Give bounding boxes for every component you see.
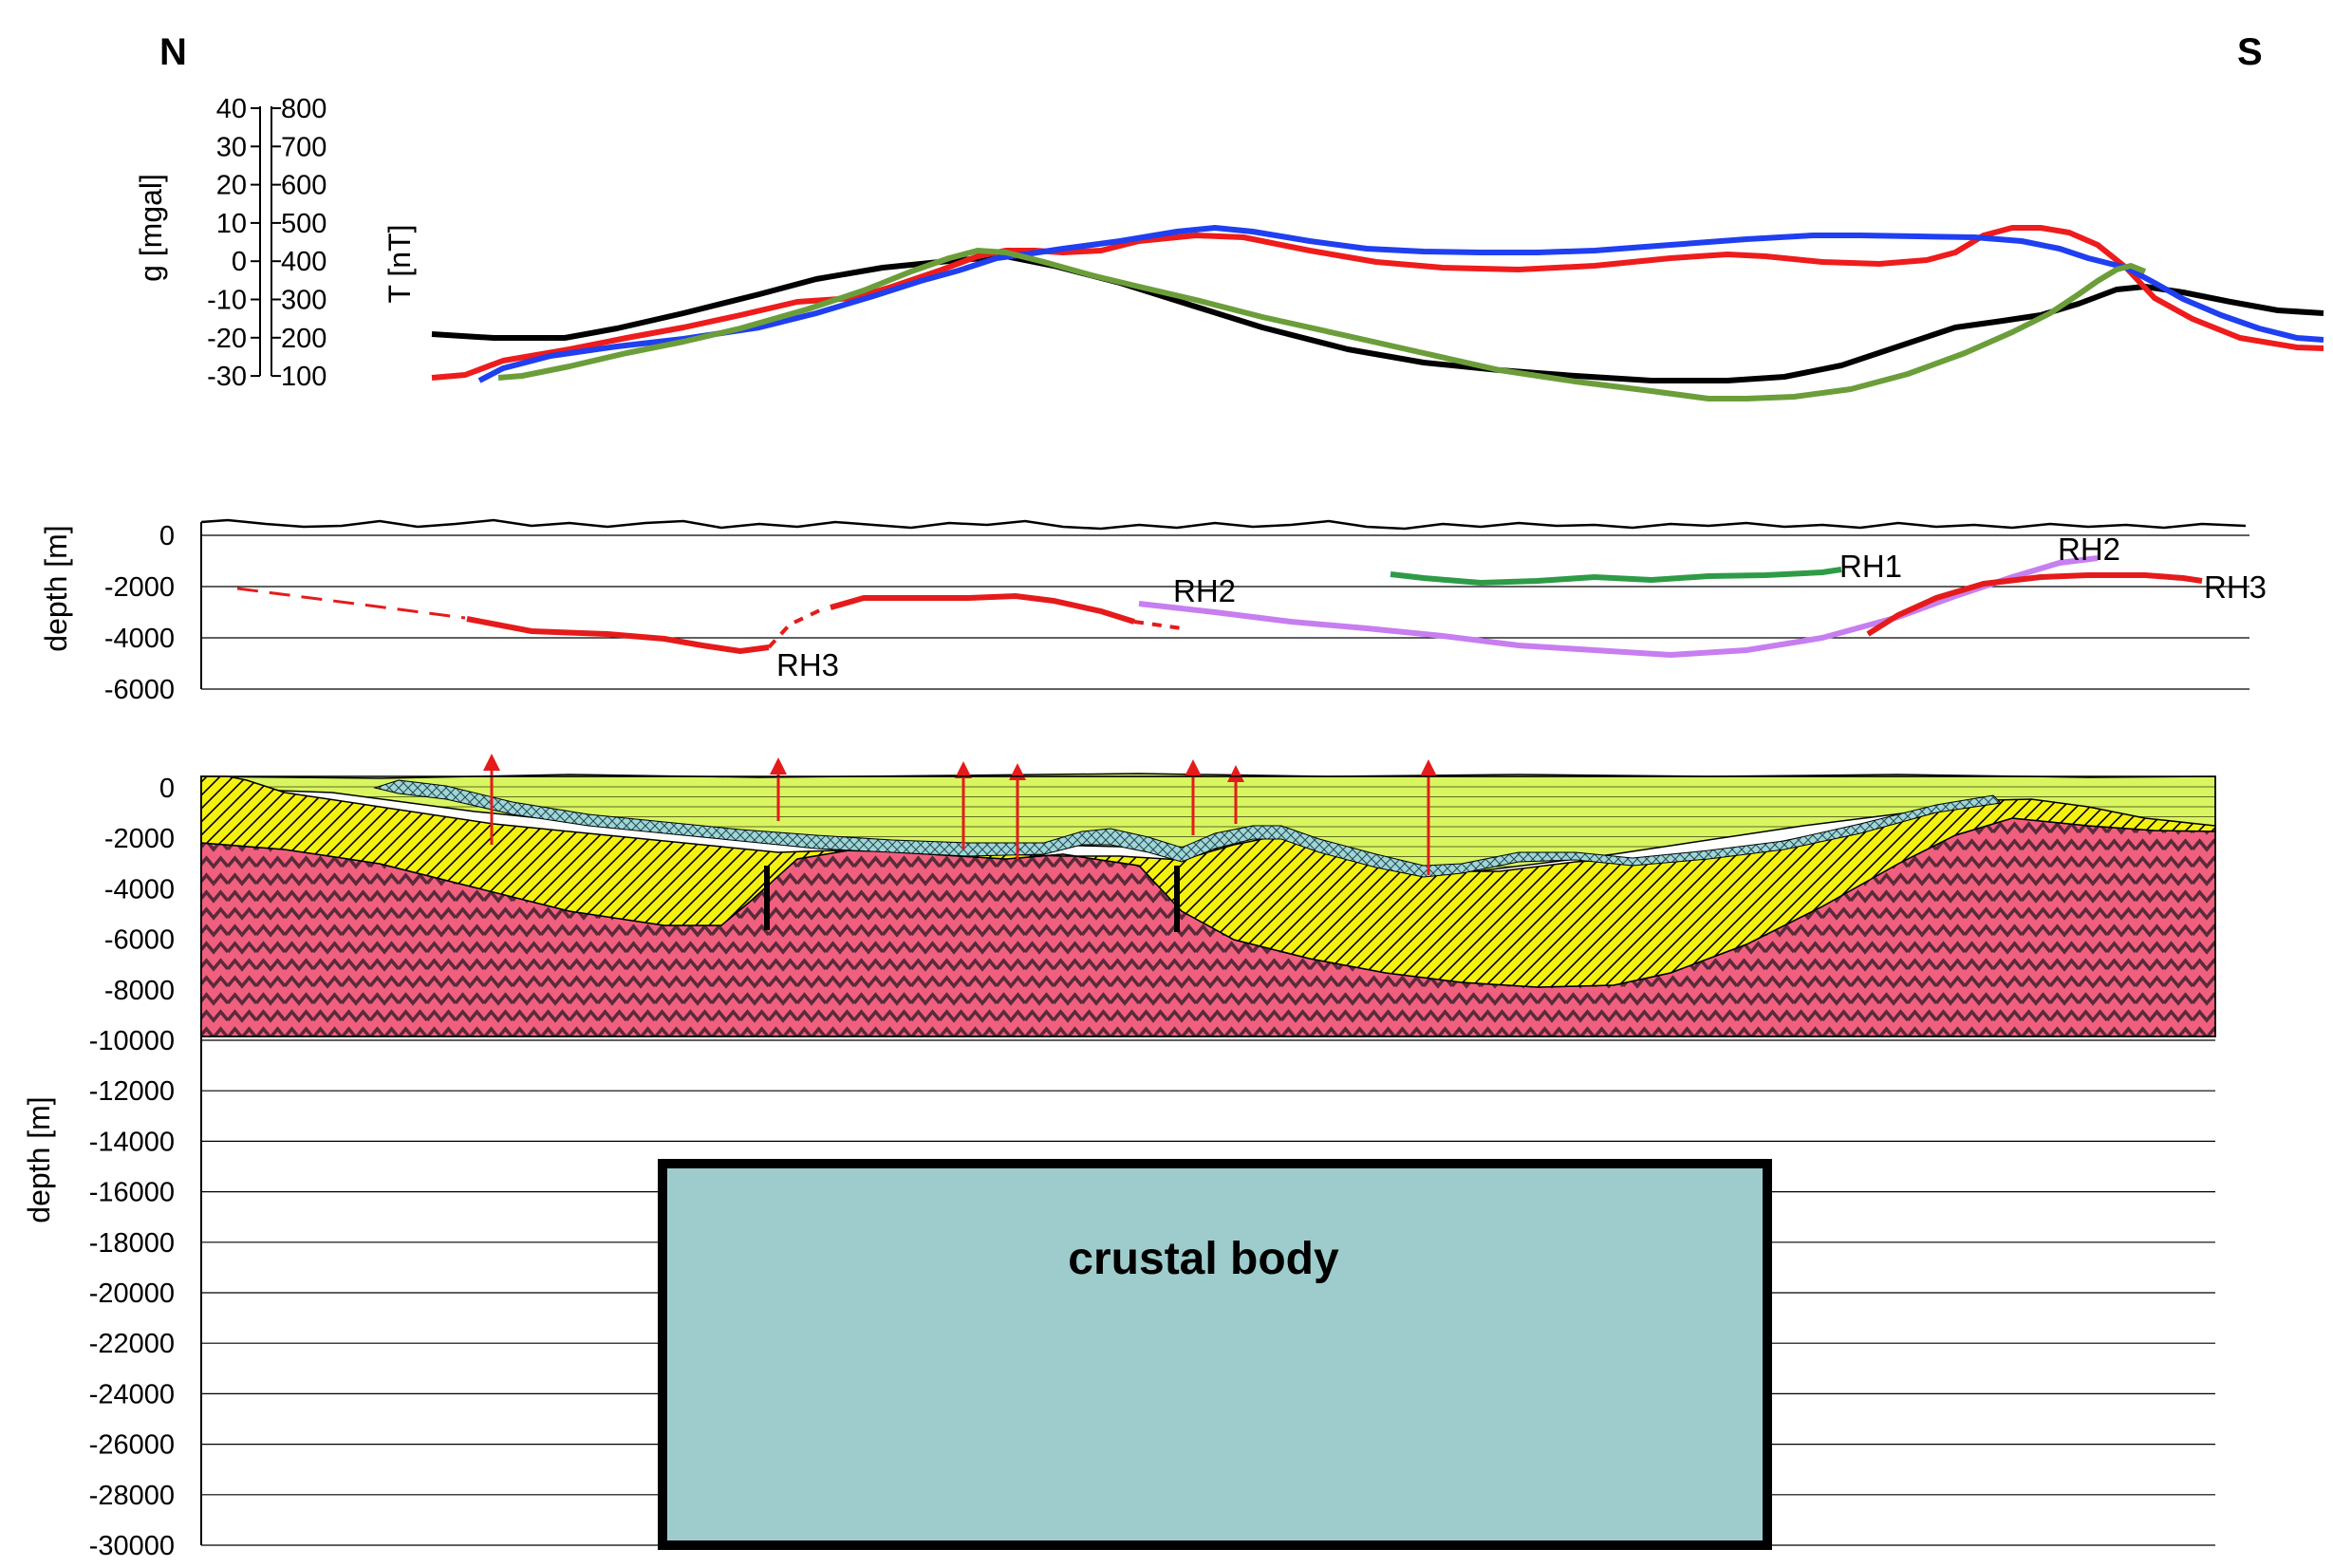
label-rh1: RH1 — [1839, 549, 1902, 584]
horizon-ticks: 0 -2000 -4000 -6000 — [104, 521, 175, 705]
magnetic-tick-label: 700 — [281, 132, 327, 162]
model-tick-label: -18000 — [89, 1228, 175, 1259]
model-frame — [200, 775, 2216, 1037]
label-rh3-left: RH3 — [776, 647, 839, 682]
model-tick-label: -6000 — [104, 925, 175, 956]
gravity-axis-label: g [mgal] — [134, 174, 168, 282]
horizon-grid — [200, 522, 2249, 690]
magnetic-tick-label: 300 — [281, 286, 327, 316]
horizon-panel: depth [m] 0 -2000 -4000 -6000 RH3 RH2 RH1 R… — [39, 518, 2267, 705]
horizon-rh3-left — [466, 616, 770, 655]
direction-label-south: S — [2237, 31, 2263, 73]
gravity-tick-label: 10 — [216, 209, 247, 239]
gravity-tick-label: 30 — [216, 132, 247, 162]
label-rh2-left: RH2 — [1173, 573, 1236, 608]
thin-layer — [373, 779, 2003, 878]
horizon-rh3-right — [1866, 572, 2203, 637]
profile-curve-red — [431, 225, 2324, 381]
magnetic-tick-label: 100 — [281, 362, 327, 392]
horizon-rh2 — [1138, 555, 2099, 659]
magnetic-tick-label: 400 — [281, 247, 327, 277]
gravity-tick-label: 0 — [232, 247, 247, 277]
gravity-tick-label: 20 — [216, 171, 247, 201]
magnetic-axis-label: T [nT] — [383, 225, 417, 304]
model-tick-label: -10000 — [89, 1026, 175, 1056]
direction-label-north: N — [159, 31, 187, 73]
crustal-body — [658, 1159, 1772, 1550]
topography-line — [200, 518, 2247, 531]
red-arrow-head — [1227, 765, 1244, 782]
magnetic-tick-label: 200 — [281, 324, 327, 354]
model-tick-label: -2000 — [104, 824, 175, 854]
horizon-tick-label: -4000 — [104, 624, 175, 654]
red-arrow-head — [955, 761, 972, 778]
horizon-rh3-mid — [830, 592, 1135, 625]
horizon-axis-label: depth [m] — [39, 525, 73, 651]
gravity-tick-label: -30 — [207, 362, 247, 392]
model-axis-label: depth [m] — [22, 1096, 56, 1223]
model-tick-label: 0 — [159, 774, 175, 804]
model-tick-label: -8000 — [104, 976, 175, 1006]
red-arrow-head — [770, 757, 787, 775]
magnetic-tick-label: 800 — [281, 94, 327, 124]
horizon-rh3-mid-dashed — [767, 606, 827, 649]
model-tick-label: -30000 — [89, 1531, 175, 1561]
model-panel: depth [m] 0 -2000 -4000 -6000 -8000 -10000 -12… — [22, 754, 2216, 1561]
profile-curve-green — [497, 248, 2147, 401]
model-tick-label: -4000 — [104, 874, 175, 905]
horizon-tick-label: -6000 — [104, 675, 175, 705]
magnetic-tick-label: 500 — [281, 209, 327, 239]
model-tick-label: -20000 — [89, 1279, 175, 1309]
red-arrow-head — [1009, 763, 1026, 780]
red-arrows — [483, 754, 1437, 875]
crustal-body-label: crustal body — [1068, 1234, 1339, 1284]
horizon-tick-label: -2000 — [104, 572, 175, 603]
red-arrow-head — [1185, 759, 1202, 776]
gravity-tick-label: 40 — [216, 94, 247, 124]
gravity-ticks: 40 30 20 10 0 -10 -20 -30 — [207, 94, 260, 392]
model-tick-label: -14000 — [89, 1127, 175, 1157]
profile-curve-blue — [477, 225, 2324, 383]
gravity-tick-label: -20 — [207, 324, 247, 354]
red-arrow-head — [1420, 759, 1437, 776]
model-tick-label: -12000 — [89, 1076, 175, 1107]
label-rh2-right: RH2 — [2058, 532, 2120, 567]
gravity-tick-label: -10 — [207, 286, 247, 316]
model-tick-label: -24000 — [89, 1379, 175, 1409]
model-ticks: 0 -2000 -4000 -6000 -8000 -10000 -12000 -14000 -… — [89, 774, 175, 1561]
label-rh3-right: RH3 — [2204, 569, 2267, 605]
horizon-rh3-left-dashed — [236, 587, 466, 620]
model-tick-label: -28000 — [89, 1481, 175, 1511]
magnetic-ticks: 800 700 600 500 400 300 200 100 — [271, 94, 327, 392]
magnetic-tick-label: 600 — [281, 171, 327, 201]
horizon-rh1 — [1390, 567, 1842, 587]
red-arrow-head — [483, 754, 500, 771]
model-tick-label: -26000 — [89, 1430, 175, 1461]
horizon-tick-label: 0 — [159, 521, 175, 551]
model-tick-label: -22000 — [89, 1329, 175, 1359]
model-tick-label: -16000 — [89, 1178, 175, 1208]
horizon-rh3-mid-tail-dashed — [1133, 620, 1183, 630]
